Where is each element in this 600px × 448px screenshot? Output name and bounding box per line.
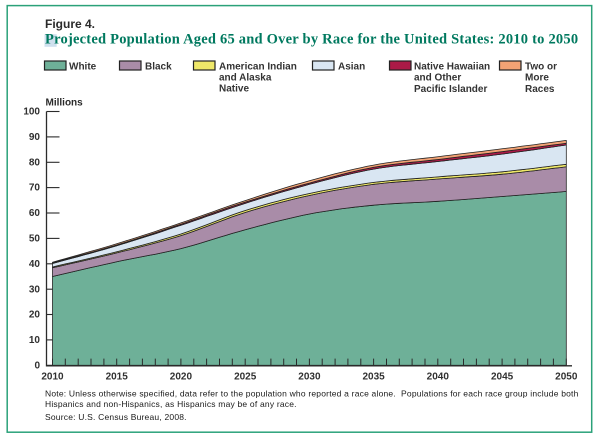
svg-text:Source: U.S. Census Bureau, 20: Source: U.S. Census Bureau, 2008. <box>45 412 187 422</box>
svg-text:0: 0 <box>34 360 40 371</box>
svg-text:2045: 2045 <box>491 372 514 383</box>
svg-text:40: 40 <box>29 259 41 270</box>
svg-text:50: 50 <box>29 234 41 245</box>
svg-text:30: 30 <box>29 284 41 295</box>
svg-text:Two or: Two or <box>525 61 557 72</box>
svg-text:Native: Native <box>219 83 249 94</box>
svg-text:and Other: and Other <box>414 73 461 84</box>
svg-text:2050: 2050 <box>555 372 578 383</box>
svg-text:More: More <box>525 73 549 84</box>
svg-text:20: 20 <box>29 310 41 321</box>
svg-text:and Alaska: and Alaska <box>219 73 272 84</box>
svg-text:2010: 2010 <box>41 372 64 383</box>
svg-text:90: 90 <box>29 132 41 143</box>
svg-text:2025: 2025 <box>234 372 257 383</box>
svg-text:80: 80 <box>29 157 41 168</box>
svg-text:2020: 2020 <box>170 372 193 383</box>
svg-text:Black: Black <box>145 61 172 72</box>
svg-text:10: 10 <box>29 335 41 346</box>
svg-text:Native Hawaiian: Native Hawaiian <box>414 61 490 72</box>
svg-text:Asian: Asian <box>338 61 365 72</box>
svg-text:Millions: Millions <box>46 97 84 108</box>
svg-text:2030: 2030 <box>298 372 321 383</box>
svg-text:70: 70 <box>29 183 41 194</box>
svg-text:Pacific Islander: Pacific Islander <box>414 84 487 95</box>
svg-text:60: 60 <box>29 208 41 219</box>
svg-text:Races: Races <box>525 84 555 95</box>
svg-text:2015: 2015 <box>106 372 129 383</box>
svg-text:American Indian: American Indian <box>219 61 297 72</box>
svg-text:2040: 2040 <box>427 372 450 383</box>
svg-text:Note: Unless otherwise specifi: Note: Unless otherwise specified, data r… <box>45 388 579 398</box>
svg-text:Figure 4.: Figure 4. <box>45 17 95 31</box>
svg-text:2035: 2035 <box>362 372 385 383</box>
svg-text:100: 100 <box>23 107 40 118</box>
svg-text:Hispanics and non-Hispanics, a: Hispanics and non-Hispanics, as Hispanic… <box>45 399 297 409</box>
svg-text:Projected Population Aged 65 a: Projected Population Aged 65 and Over by… <box>45 31 578 47</box>
svg-text:White: White <box>69 61 97 72</box>
